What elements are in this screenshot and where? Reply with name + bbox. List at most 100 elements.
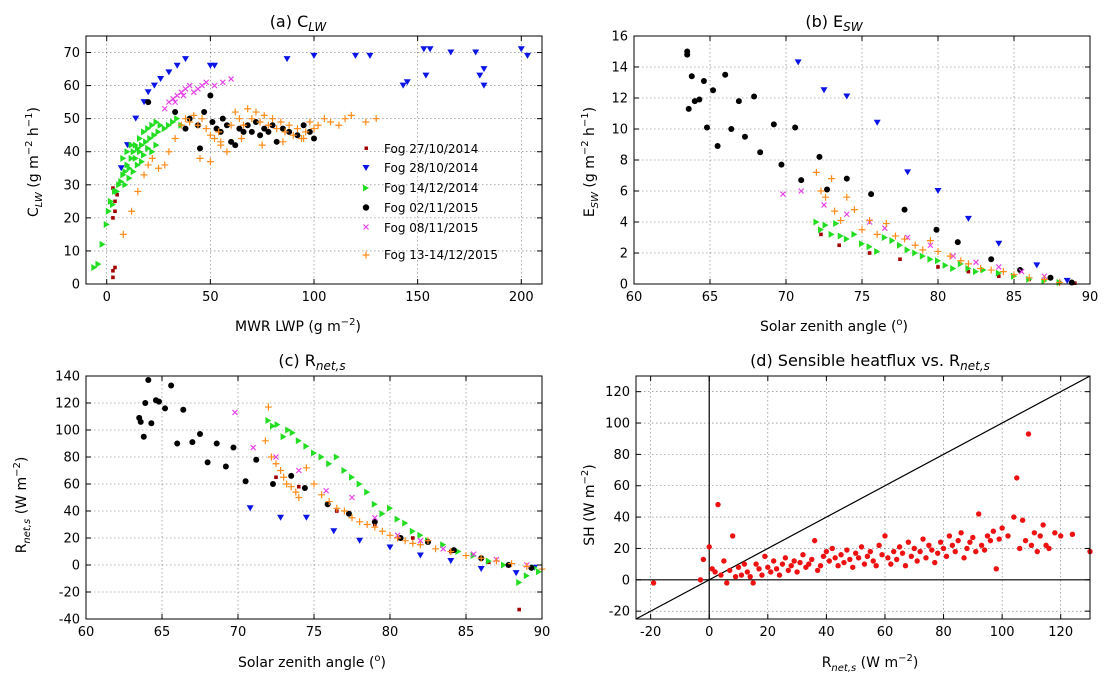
x-tick-label: 90 [1082,290,1099,305]
data-point [727,567,733,574]
series-fog-27-10-2014 [111,186,119,280]
data-point [480,82,488,89]
data-point [356,518,364,526]
data-point [472,49,480,56]
legend-entry-fog-28-10-2014: Fog 28/10/2014 [362,161,478,175]
data-point [246,505,254,512]
panel-b-xlabel: Solar zenith angle (o) [760,317,908,335]
data-point [852,550,859,556]
data-point [371,518,378,525]
data-point [814,567,821,574]
data-point [791,558,797,564]
data-point [1033,262,1041,269]
data-point [274,421,281,429]
data-point [735,564,742,570]
data-point [126,174,133,182]
data-point [240,121,248,129]
y-tick-label: 14 [611,61,628,76]
y-tick-label: 10 [611,123,628,138]
data-point [128,154,135,162]
data-point [812,168,820,176]
data-point [409,527,416,535]
data-point [300,122,307,129]
data-point [873,230,881,238]
data-point [132,141,139,149]
data-point [232,409,238,416]
x-tick-label: -20 [640,625,661,640]
data-point [934,550,941,556]
data-point [295,467,302,474]
data-point [140,171,148,179]
data-point [417,537,424,544]
data-point [277,514,285,521]
data-point [302,128,310,136]
data-point [120,171,127,179]
data-point [816,153,823,160]
series-fog-02-11-2015 [684,48,1075,286]
series-fog-27-10-2014 [274,475,521,612]
series-fog-27-10-2014 [819,232,1077,286]
data-point [274,475,278,480]
data-point [759,572,765,578]
data-point [95,260,102,268]
y-tick-label: 6 [620,185,628,200]
data-point [697,577,704,583]
data-point [838,552,844,558]
data-point [168,382,175,389]
data-point [295,437,302,445]
data-point [113,199,117,204]
data-point [202,125,210,133]
data-point [235,115,243,123]
data-point [273,138,280,145]
data-point [450,547,457,554]
data-point [776,572,783,578]
data-point [485,557,492,565]
data-point [841,559,847,566]
data-point [512,570,520,577]
data-point [528,564,535,571]
legend-marker-fog-14-12-2014 [363,184,369,192]
data-point [724,580,730,586]
data-point [181,56,189,63]
data-point [718,572,724,578]
series-fog-28-10-2014 [246,505,538,577]
x-tick-label: 85 [1006,290,1023,305]
data-point [826,558,833,564]
data-point [843,193,851,201]
data-point [141,128,148,136]
data-point [785,567,792,574]
data-point [379,510,386,518]
y-tick-label: 16 [611,30,628,45]
data-point [257,132,264,139]
data-point [832,555,838,561]
data-point [267,453,275,461]
data-point [349,473,355,481]
data-point [738,572,745,578]
data-point [728,126,735,132]
data-point [228,76,235,82]
data-point [981,547,988,553]
data-point [161,105,168,112]
data-point [535,568,542,576]
data-point [177,121,185,129]
data-point [1040,275,1048,283]
data-point [933,226,940,233]
data-point [987,537,994,544]
data-point [829,545,835,552]
x-tick-label: 75 [306,625,323,640]
data-point [477,554,485,562]
data-point [277,467,285,474]
data-point [999,268,1007,276]
data-point [919,252,926,260]
data-point [821,202,827,208]
x-tick-label: 0 [705,625,713,640]
data-point [399,82,407,89]
data-point [364,488,371,496]
data-point [844,547,850,553]
data-point [685,105,692,112]
data-point [955,537,961,544]
data-point [751,93,758,100]
data-point [850,206,858,214]
data-point [929,547,935,553]
